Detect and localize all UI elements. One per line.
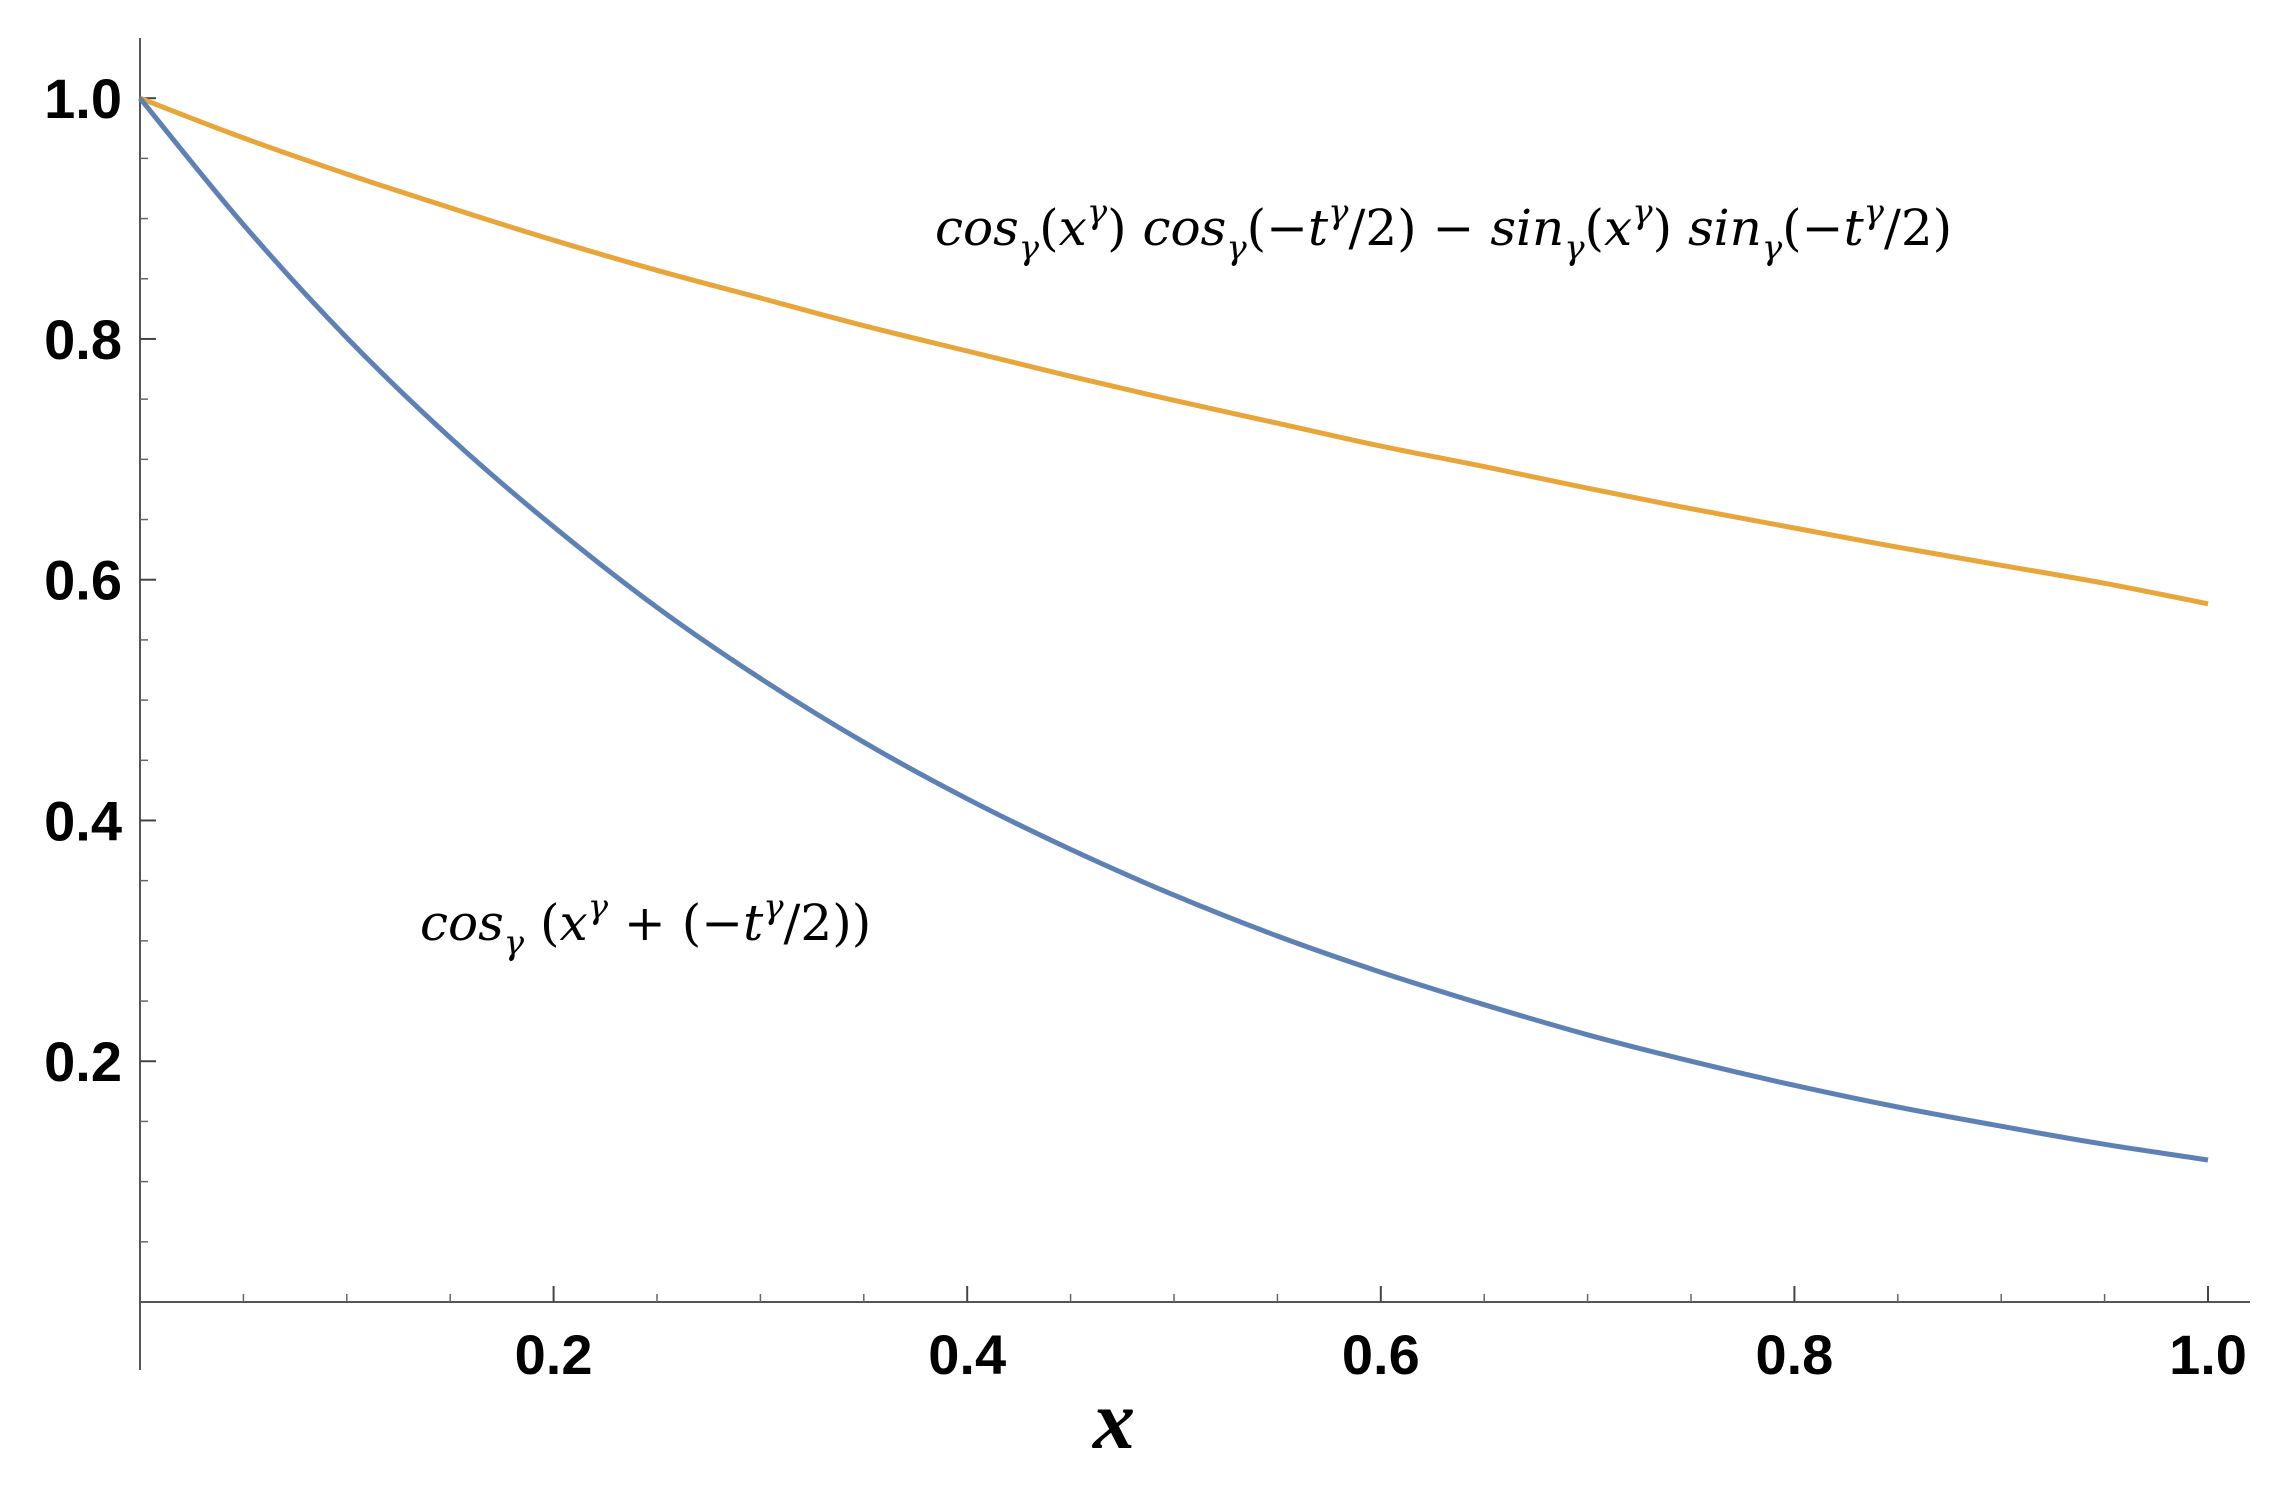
x-tick-label: 0.4	[928, 1323, 1006, 1386]
curve-annotations: cosγ(xγ) cosγ(−tγ/2) − sinγ(xγ) sinγ(−tγ…	[420, 192, 1952, 963]
x-tick-label: 1.0	[2169, 1323, 2247, 1386]
x-tick-label: 0.6	[1342, 1323, 1420, 1386]
axis-ticks: 0.2 0.4 0.6 0.8 1.0 0.2 0.4 0.6 0.8 1.0	[44, 67, 2247, 1386]
y-tick-label: 0.4	[44, 789, 122, 852]
series-1-line	[139, 95, 2209, 607]
x-axis-label: x	[1091, 1374, 1135, 1467]
series-2-line	[138, 96, 2209, 1163]
series-1-annotation: cosγ(xγ) cosγ(−tγ/2) − sinγ(xγ) sinγ(−tγ…	[935, 192, 1952, 268]
y-tick-label: 0.2	[44, 1030, 122, 1093]
x-tick-label: 0.2	[515, 1323, 593, 1386]
y-tick-label: 0.8	[44, 308, 122, 371]
x-tick-label: 0.8	[1755, 1323, 1833, 1386]
series-2-annotation: cosγ (xγ + (−tγ/2))	[420, 887, 871, 963]
y-tick-label: 0.6	[44, 549, 122, 612]
y-tick-label: 1.0	[44, 67, 122, 130]
data-series	[138, 95, 2209, 1163]
